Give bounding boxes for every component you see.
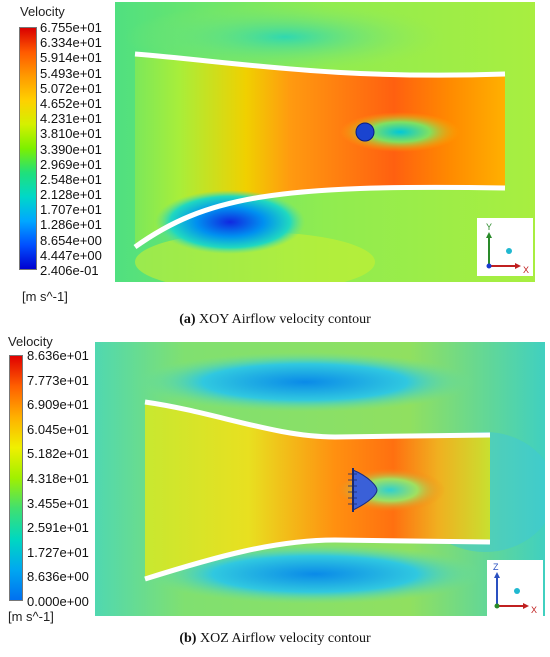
- axis-triad: Z X: [487, 560, 543, 616]
- contour-plot-xoz: [95, 342, 545, 616]
- colorbar-tick-label: 2.969e+01: [40, 156, 102, 172]
- caption-text: XOY Airflow velocity contour: [195, 312, 371, 327]
- colorbar: [19, 27, 37, 270]
- colorbar-tick-label: 1.727e+01: [27, 544, 89, 560]
- contour-plot-xoy: [115, 2, 535, 282]
- colorbar-tick-label: 3.810e+01: [40, 126, 102, 142]
- legend-title: Velocity: [8, 334, 53, 349]
- colorbar-tick-label: 2.548e+01: [40, 171, 102, 187]
- colorbar-tick-label: 2.406e-01: [40, 263, 99, 278]
- panel-xoz: Velocity 8.636e+01 7.773e+01 6.909e+01 6.04…: [0, 330, 550, 657]
- caption-label: (b): [179, 631, 197, 646]
- unit-label: [m s^-1]: [22, 289, 68, 304]
- colorbar-tick-label: 6.045e+01: [27, 421, 89, 437]
- axis-z-label: Z: [493, 562, 499, 572]
- colorbar-tick-label: 2.591e+01: [27, 520, 89, 536]
- colorbar-tick-label: 5.493e+01: [40, 65, 102, 81]
- unit-label: [m s^-1]: [8, 609, 54, 624]
- colorbar-tick-label: 5.914e+01: [40, 50, 102, 66]
- colorbar-tick-label: 0.000e+00: [27, 594, 89, 609]
- colorbar-tick-label: 4.652e+01: [40, 95, 102, 111]
- colorbar-tick-label: 2.128e+01: [40, 187, 102, 203]
- axis-x-label: X: [523, 265, 529, 275]
- legend-title: Velocity: [20, 4, 65, 19]
- colorbar-tick-label: 6.334e+01: [40, 35, 102, 51]
- axis-x-label: X: [531, 605, 537, 615]
- caption-b: (b) XOZ Airflow velocity contour: [0, 631, 550, 647]
- colorbar-tick-label: 6.909e+01: [27, 397, 89, 413]
- colorbar-tick-label: 1.286e+01: [40, 217, 102, 233]
- colorbar-tick-label: 1.707e+01: [40, 202, 102, 218]
- panel-xoy: Velocity 6.755e+01 6.334e+01 5.914e+01 5.49…: [0, 0, 550, 327]
- colorbar: [9, 355, 23, 601]
- colorbar-tick-label: 5.072e+01: [40, 80, 102, 96]
- caption-label: (a): [179, 312, 196, 327]
- colorbar-tick-label: 4.318e+01: [27, 471, 89, 486]
- axis-triad: Y X: [477, 218, 533, 276]
- colorbar-tick-label: 4.231e+01: [40, 111, 102, 127]
- colorbar-tick-label: 6.755e+01: [40, 20, 102, 35]
- colorbar-tick-label: 3.390e+01: [40, 141, 102, 157]
- axis-y-label: Y: [486, 222, 492, 232]
- colorbar-tick-label: 3.455e+01: [27, 495, 89, 511]
- colorbar-tick-label: 5.182e+01: [27, 446, 89, 462]
- caption-text: XOZ Airflow velocity contour: [196, 631, 371, 646]
- colorbar-tick-label: 8.636e+00: [27, 569, 89, 585]
- caption-a: (a) XOY Airflow velocity contour: [0, 312, 550, 328]
- colorbar-tick-label: 4.447e+00: [40, 247, 102, 263]
- colorbar-tick-label: 8.636e+01: [27, 348, 89, 363]
- colorbar-tick-label: 8.654e+00: [40, 232, 102, 248]
- colorbar-tick-label: 7.773e+01: [27, 372, 89, 388]
